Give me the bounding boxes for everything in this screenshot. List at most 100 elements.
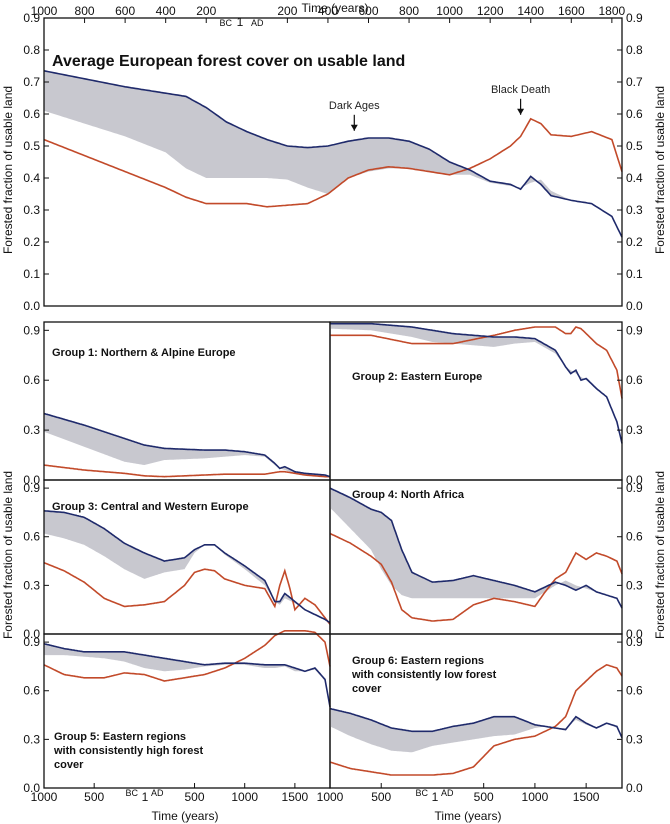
panel-top: 0.0 0.0 0.1 0.1 0.2 0.2 0.3 0.3 0.4 0.4 0.5 0.5 0.6 0… — [23, 4, 643, 313]
bottom-axis-title-left: Time (years) — [152, 809, 219, 823]
top-title: Average European forest cover on usable … — [52, 53, 405, 70]
y-title-bottom-right: Forested fraction of usable land — [653, 471, 667, 639]
bottom-left-bc-ad-marker: BC 1 AD — [125, 788, 164, 804]
top-xtick-label: 400 — [156, 4, 176, 18]
g5-uncertainty-band — [44, 643, 330, 707]
g4-uncertainty-band — [330, 488, 622, 609]
g1-uncertainty-band — [44, 413, 330, 477]
g5-xtick-label: 500 — [185, 790, 205, 804]
top-ytick-label-left: 0.6 — [23, 107, 40, 121]
g6-title-line: with consistently low forest — [351, 669, 497, 681]
top-ytick-label-left: 0.4 — [23, 171, 40, 185]
bottom-axis-title-right: Time (years) — [435, 809, 502, 823]
g5-upper-series-line — [43, 642, 331, 708]
annotation-black-death: Black Death — [491, 84, 550, 115]
top-ytick-label-left: 0.1 — [23, 267, 40, 281]
g5-xtick-label: 1000 — [31, 790, 58, 804]
top-ytick-label-left: 0.5 — [23, 139, 40, 153]
annotation-label: Black Death — [491, 84, 550, 96]
panel-g5: 0.0 0.3 0.6 0.9 1000 500 500 1000 1500 Group 5: E… — [23, 630, 331, 804]
g4-lower-series-line — [329, 532, 623, 622]
g4-ytick-label-right: 0.6 — [626, 530, 643, 544]
g5-xtick-label: 500 — [84, 790, 104, 804]
g1-lower-series-line — [43, 464, 330, 478]
top-bc-label: BC — [219, 18, 232, 28]
g5-ytick-label-left: 0.9 — [23, 635, 40, 649]
g6-title-line: Group 6: Eastern regions — [352, 655, 484, 667]
top-ytick-label-left: 0.0 — [23, 299, 40, 313]
panel-g4: 0.0 0.3 0.6 0.9 Group 4: North Africa — [329, 479, 643, 641]
g5-title-line: Group 5: Eastern regions — [54, 731, 186, 743]
g2-upper-series-line — [330, 322, 623, 444]
g6-upper-series-line — [329, 707, 623, 739]
bottom-right-bc-ad-marker: BC 1 AD — [415, 788, 454, 804]
g4-ytick-label-right: 0.9 — [626, 481, 643, 495]
panel-g1: 0.0 0.3 0.6 0.9 Group 1: Northern & Alpine E… — [23, 321, 331, 487]
g2-lower-series-line — [330, 326, 623, 399]
annotation-arrow-head — [350, 124, 358, 131]
g2-uncertainty-band — [330, 323, 622, 444]
top-ytick-label-right: 0.1 — [626, 267, 643, 281]
g3-ytick-label-left: 0.0 — [23, 627, 40, 641]
g2-title: Group 2: Eastern Europe — [352, 371, 482, 383]
top-xtick-label: 600 — [358, 4, 378, 18]
top-ytick-label-left: 0.7 — [23, 75, 40, 89]
g3-ytick-label-left: 0.3 — [23, 578, 40, 592]
top-uncertainty-band — [44, 70, 622, 239]
top-ytick-label-right: 0.5 — [626, 139, 643, 153]
top-xtick-label: 400 — [318, 4, 338, 18]
y-title-bottom-left: Forested fraction of usable land — [1, 471, 15, 639]
top-ytick-label-right: 0.8 — [626, 43, 643, 57]
g5-ytick-label-left: 0.6 — [23, 684, 40, 698]
top-xtick-label: 1000 — [436, 4, 463, 18]
top-ad-label: AD — [251, 18, 264, 28]
bl-bc-label: BC — [125, 788, 138, 798]
top-ytick-label-right: 0.4 — [626, 171, 643, 185]
top-xtick-label: 800 — [399, 4, 419, 18]
g4-frame — [329, 479, 623, 635]
top-xtick-label: 800 — [75, 4, 95, 18]
top-xtick-label: 1600 — [558, 4, 585, 18]
bl-ad-label: AD — [151, 788, 164, 798]
annotation-dark-ages: Dark Ages — [329, 100, 380, 131]
g5-xtick-label: 1000 — [231, 790, 258, 804]
g2-frame — [329, 321, 623, 481]
panel-g3: 0.0 0.3 0.6 0.9 Group 3: Central and Western… — [23, 479, 331, 641]
y-title-top-left: Forested fraction of usable land — [1, 86, 15, 254]
top-ytick-label-right: 0.3 — [626, 203, 643, 217]
g4-ytick-label-right: 0.0 — [626, 627, 643, 641]
g3-ytick-label-left: 0.6 — [23, 530, 40, 544]
g6-ytick-label-right: 0.6 — [626, 684, 643, 698]
g3-ytick-label-left: 0.9 — [23, 481, 40, 495]
g3-upper-series-line — [43, 510, 331, 624]
g2-ytick-label-right: 0.0 — [626, 473, 643, 487]
top-xtick-label: 1800 — [599, 4, 626, 18]
top-xtick-label: 200 — [277, 4, 297, 18]
top-xtick-label: 600 — [115, 4, 135, 18]
top-axis-title: Time (years) — [302, 1, 369, 15]
g3-lower-series-line — [43, 561, 331, 625]
g6-xtick-label: 1000 — [522, 790, 549, 804]
g3-uncertainty-band — [44, 510, 330, 623]
g6-ytick-label-right: 0.3 — [626, 732, 643, 746]
g5-ytick-label-left: 0.3 — [23, 732, 40, 746]
top-lower-series-line — [43, 117, 623, 208]
top-ytick-label-left: 0.3 — [23, 203, 40, 217]
g1-upper-series-line — [43, 412, 331, 478]
y-title-top-right: Forested fraction of usable land — [653, 86, 667, 254]
g6-ytick-label-right: 0.9 — [626, 635, 643, 649]
g2-ytick-label-right: 0.6 — [626, 373, 643, 387]
top-ytick-label-left: 0.8 — [23, 43, 40, 57]
g6-xtick-label: 500 — [474, 790, 494, 804]
g1-ytick-label-left: 0.9 — [23, 323, 40, 337]
g5-ytick-label-left: 0.0 — [23, 781, 40, 795]
g1-ytick-label-left: 0.3 — [23, 423, 40, 437]
g6-uncertainty-band — [330, 708, 622, 753]
g2-ytick-label-right: 0.9 — [626, 323, 643, 337]
g6-xtick-label: 1500 — [573, 790, 600, 804]
panel-g6: 0.0 0.3 0.6 0.9 1000 500 500 1000 1500 Group 6: E… — [317, 633, 643, 804]
top-xtick-label: 1200 — [477, 4, 504, 18]
g6-ytick-label-right: 0.0 — [626, 781, 643, 795]
top-frame — [43, 17, 623, 307]
top-ytick-label-right: 0.9 — [626, 11, 643, 25]
